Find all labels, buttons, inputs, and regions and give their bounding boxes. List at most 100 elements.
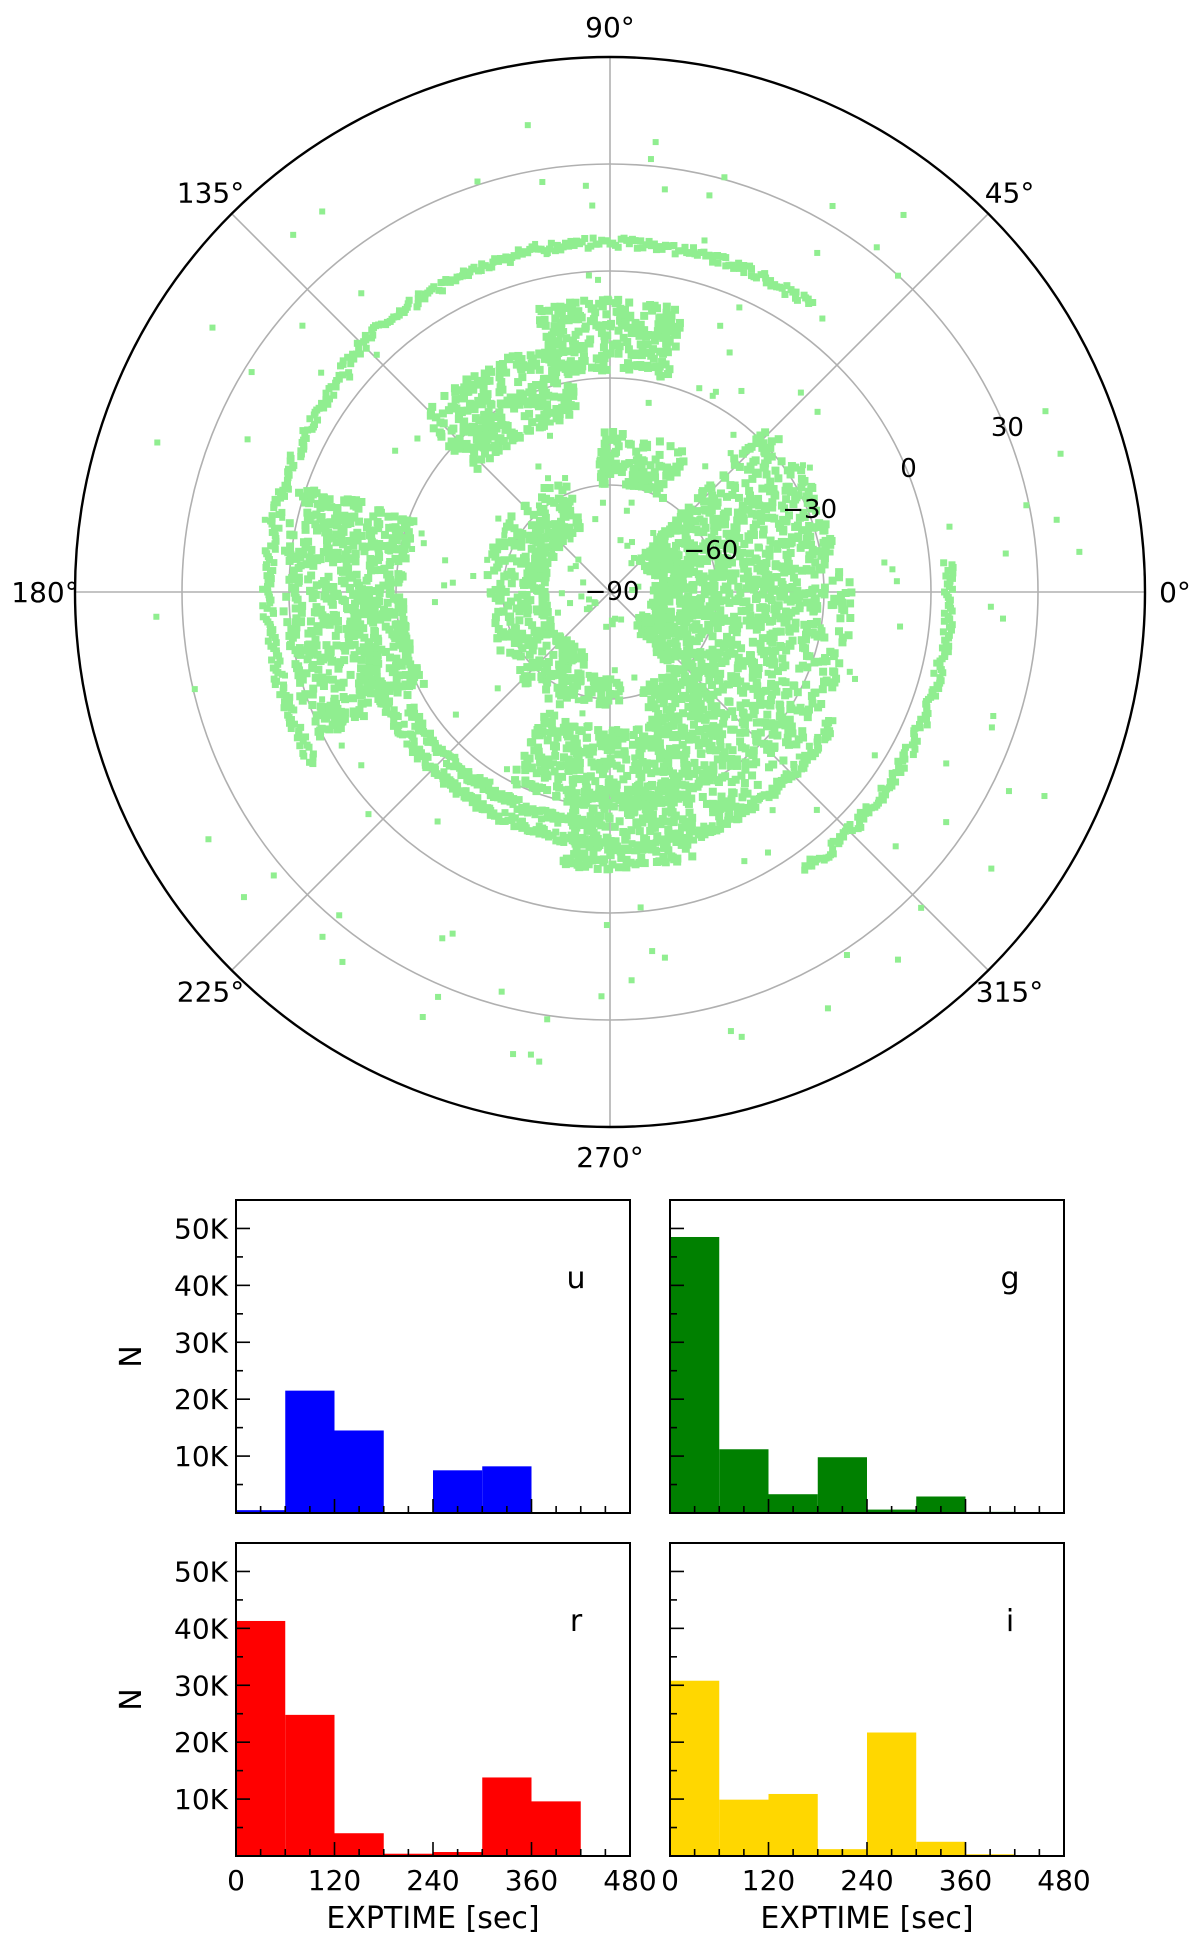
sky-point (670, 692, 679, 701)
sky-point (538, 595, 547, 604)
sky-point (324, 572, 333, 581)
sky-point (384, 685, 393, 694)
sky-point (712, 611, 721, 620)
sky-point (669, 675, 678, 684)
sky-point (705, 663, 714, 672)
sky-point (549, 629, 558, 638)
sky-point (661, 807, 670, 816)
sky-point (659, 568, 668, 577)
sky-point (683, 249, 691, 257)
sky-point (454, 782, 462, 790)
sky-point (618, 430, 627, 439)
sky-point (911, 745, 919, 753)
sky-point (603, 458, 612, 467)
sky-point (728, 645, 735, 652)
sky-point (291, 604, 300, 613)
sky-point (653, 635, 662, 644)
sky-point (513, 433, 522, 442)
sky-point (449, 424, 458, 433)
sky-point (761, 449, 770, 458)
sky-point (275, 524, 283, 532)
sky-point (279, 486, 287, 494)
sky-point (336, 912, 343, 919)
sky-point (744, 713, 753, 722)
sky-point (529, 361, 538, 370)
sky-point (659, 557, 668, 566)
histogram-bar (916, 1496, 966, 1513)
sky-point (381, 697, 389, 705)
sky-point (386, 653, 395, 662)
sky-point (528, 562, 537, 571)
sky-point (414, 290, 422, 298)
sky-point (620, 305, 629, 314)
sky-point (800, 513, 809, 522)
sky-point (314, 665, 323, 674)
sky-point (539, 178, 546, 185)
sky-point (414, 718, 422, 726)
sky-point (523, 663, 532, 672)
sky-point (782, 482, 791, 491)
sky-point (442, 557, 449, 564)
sky-point (741, 858, 748, 865)
sky-point (557, 764, 564, 771)
sky-point (879, 796, 887, 804)
sky-point (709, 574, 718, 583)
sky-point (814, 249, 821, 256)
sky-point (540, 483, 549, 492)
sky-point (360, 633, 369, 642)
sky-point (616, 847, 625, 856)
sky-point (645, 399, 652, 406)
sky-point (491, 613, 500, 622)
sky-point (632, 800, 641, 809)
sky-point (521, 776, 530, 785)
sky-point (527, 672, 536, 681)
sky-point (705, 776, 714, 785)
x-tick-label: 360 (939, 1864, 992, 1897)
sky-point (686, 635, 695, 644)
sky-point (709, 618, 718, 627)
sky-point (684, 799, 693, 808)
sky-point (758, 484, 767, 493)
sky-point (586, 839, 594, 847)
sky-point (689, 568, 698, 577)
sky-point (293, 734, 301, 742)
sky-point (764, 669, 771, 676)
sky-point (339, 371, 347, 379)
sky-point (302, 543, 311, 552)
sky-point (527, 382, 536, 391)
sky-point (285, 699, 293, 707)
sky-point (739, 810, 747, 818)
sky-point (675, 831, 683, 839)
sky-point (645, 845, 653, 853)
sky-point (291, 618, 300, 627)
sky-point (733, 516, 742, 525)
sky-point (473, 378, 482, 387)
sky-point (844, 631, 853, 640)
sky-point (572, 563, 579, 570)
sky-point (529, 510, 538, 519)
sky-point (535, 349, 544, 358)
sky-point (752, 737, 761, 746)
sky-point (304, 426, 312, 434)
sky-point (671, 305, 680, 314)
sky-point (510, 404, 519, 413)
sky-point (286, 457, 294, 465)
sky-point (707, 533, 716, 542)
sky-point (345, 571, 354, 580)
sky-point (531, 529, 540, 538)
sky-point (541, 374, 550, 383)
sky-point (535, 516, 544, 525)
sky-point (800, 291, 808, 299)
sky-point (680, 579, 687, 586)
sky-point (390, 594, 399, 603)
sky-point (614, 326, 623, 335)
sky-point (604, 297, 613, 306)
sky-point (375, 588, 384, 597)
sky-point (265, 555, 273, 563)
sky-point (602, 365, 611, 374)
sky-point (803, 756, 811, 764)
sky-point (688, 729, 697, 738)
sky-point (495, 257, 503, 265)
y-tick-label: 10K (174, 1440, 229, 1473)
